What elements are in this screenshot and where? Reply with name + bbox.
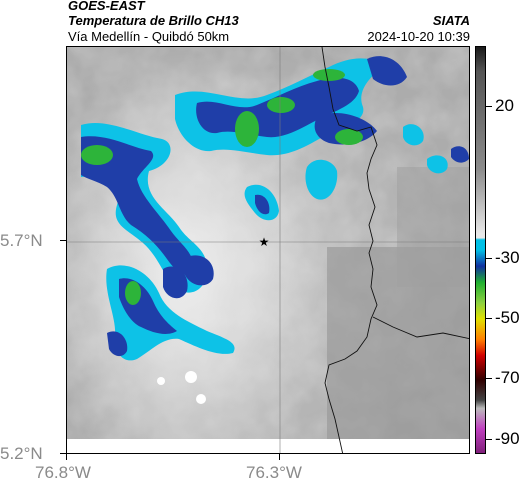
department-boundary — [321, 47, 378, 453]
map-image: ★ — [67, 47, 469, 453]
colorbar-label: -90 — [495, 429, 520, 448]
route-subtitle: Vía Medellín - Quibdó 50km — [68, 29, 230, 44]
cold-cloud-regions — [67, 47, 469, 453]
lat-label-5-2: 5.2°N — [0, 444, 43, 463]
lon-label-76-8: 76.8°W — [35, 463, 91, 482]
colorbar-tick — [486, 106, 492, 107]
location-star-icon: ★ — [259, 235, 270, 249]
colorbar-tick — [486, 318, 492, 319]
colorbar-tick — [486, 439, 492, 440]
colorbar-label: 20 — [495, 96, 514, 115]
lon-label-76-3: 76.3°W — [246, 463, 302, 482]
product-title: Temperatura de Brillo CH13 — [68, 13, 239, 28]
colorbar-label: -70 — [495, 368, 520, 387]
agency-label: SIATA — [432, 13, 470, 28]
colorbar-tick — [486, 378, 492, 379]
satellite-map: ★ — [66, 46, 470, 454]
colorbar-tick — [486, 258, 492, 259]
datetime-label: 2024-10-20 10:39 — [367, 29, 470, 44]
satellite-title: GOES-EAST — [68, 0, 145, 13]
lat-label-5-7: 5.7°N — [0, 231, 43, 250]
colorbar-label: -30 — [495, 248, 520, 267]
colorbar-label: -50 — [495, 308, 520, 327]
temperature-colorbar — [475, 46, 486, 454]
